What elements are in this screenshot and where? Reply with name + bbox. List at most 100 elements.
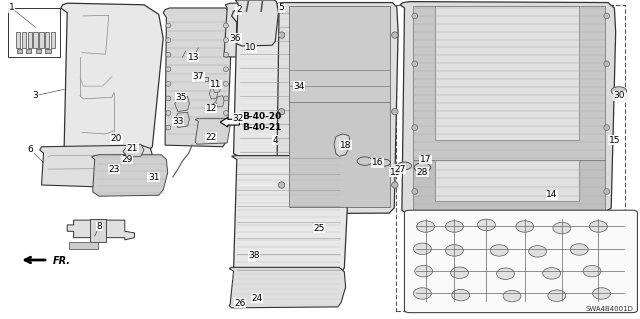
Bar xyxy=(45,49,51,53)
Polygon shape xyxy=(22,32,26,48)
Ellipse shape xyxy=(570,244,588,255)
Ellipse shape xyxy=(553,222,571,234)
Text: 14: 14 xyxy=(546,190,557,199)
Ellipse shape xyxy=(451,267,468,278)
Polygon shape xyxy=(28,32,32,48)
Text: 8: 8 xyxy=(97,222,102,231)
Text: 28: 28 xyxy=(417,168,428,177)
Ellipse shape xyxy=(166,125,171,130)
Ellipse shape xyxy=(611,87,627,95)
Polygon shape xyxy=(212,81,221,93)
Polygon shape xyxy=(216,96,224,107)
Ellipse shape xyxy=(223,125,228,130)
Ellipse shape xyxy=(166,111,171,115)
Ellipse shape xyxy=(392,108,398,115)
Text: B-40-20
B-40-21: B-40-20 B-40-21 xyxy=(242,112,282,132)
Ellipse shape xyxy=(166,81,171,86)
Polygon shape xyxy=(232,10,349,157)
Text: 22: 22 xyxy=(205,133,217,142)
Text: 36: 36 xyxy=(230,34,241,43)
Ellipse shape xyxy=(166,38,171,42)
Ellipse shape xyxy=(166,23,171,28)
Ellipse shape xyxy=(413,288,431,299)
Bar xyxy=(69,242,98,249)
Text: 37: 37 xyxy=(193,72,204,81)
Ellipse shape xyxy=(490,245,508,256)
Text: 1: 1 xyxy=(9,4,14,12)
Ellipse shape xyxy=(415,265,433,277)
Ellipse shape xyxy=(604,189,610,194)
Text: 3: 3 xyxy=(33,91,38,100)
Polygon shape xyxy=(175,96,189,112)
Ellipse shape xyxy=(392,182,398,188)
Ellipse shape xyxy=(223,38,228,42)
Text: 13: 13 xyxy=(188,53,199,62)
Text: 12: 12 xyxy=(205,104,217,113)
Polygon shape xyxy=(92,155,168,196)
Ellipse shape xyxy=(412,13,418,19)
Text: 32: 32 xyxy=(232,114,244,122)
Ellipse shape xyxy=(397,162,412,170)
Ellipse shape xyxy=(223,52,228,57)
Ellipse shape xyxy=(497,268,515,279)
Ellipse shape xyxy=(445,245,463,256)
Ellipse shape xyxy=(223,96,228,101)
Bar xyxy=(36,49,41,53)
Ellipse shape xyxy=(543,268,561,279)
Ellipse shape xyxy=(223,81,228,86)
Ellipse shape xyxy=(223,23,228,28)
Polygon shape xyxy=(16,32,20,48)
Polygon shape xyxy=(413,160,605,211)
Text: 31: 31 xyxy=(148,173,159,182)
Ellipse shape xyxy=(529,246,547,257)
Text: 27: 27 xyxy=(394,165,406,174)
Text: 10: 10 xyxy=(245,43,257,52)
Bar xyxy=(17,49,22,53)
Ellipse shape xyxy=(278,182,285,188)
Polygon shape xyxy=(123,144,144,157)
Polygon shape xyxy=(400,2,616,214)
Bar xyxy=(8,8,60,57)
Ellipse shape xyxy=(477,219,495,231)
Ellipse shape xyxy=(414,163,431,172)
Ellipse shape xyxy=(589,221,607,232)
Text: 5: 5 xyxy=(279,4,284,12)
FancyArrow shape xyxy=(220,117,239,127)
Polygon shape xyxy=(163,8,232,147)
Text: 33: 33 xyxy=(172,117,184,126)
Text: 20: 20 xyxy=(111,134,122,143)
Ellipse shape xyxy=(278,108,285,115)
Ellipse shape xyxy=(278,32,285,38)
Text: 17: 17 xyxy=(420,155,431,164)
Text: FR.: FR. xyxy=(52,256,70,266)
Polygon shape xyxy=(67,220,134,240)
Text: 6: 6 xyxy=(28,145,33,154)
Ellipse shape xyxy=(593,288,611,299)
Text: 30: 30 xyxy=(614,91,625,100)
Polygon shape xyxy=(40,145,154,188)
Text: 21: 21 xyxy=(127,144,138,153)
Polygon shape xyxy=(435,160,579,201)
Text: 18: 18 xyxy=(340,141,351,150)
Polygon shape xyxy=(334,134,351,156)
Text: 26: 26 xyxy=(234,299,246,308)
Text: 4: 4 xyxy=(273,136,278,145)
Text: 9: 9 xyxy=(249,252,254,261)
Polygon shape xyxy=(175,112,189,128)
Text: 15: 15 xyxy=(609,136,620,145)
Ellipse shape xyxy=(417,221,435,232)
Ellipse shape xyxy=(412,189,418,194)
FancyBboxPatch shape xyxy=(404,210,637,313)
Polygon shape xyxy=(435,6,579,140)
Ellipse shape xyxy=(604,61,610,67)
Ellipse shape xyxy=(223,111,228,115)
Text: 29: 29 xyxy=(121,155,132,164)
Ellipse shape xyxy=(412,61,418,67)
Ellipse shape xyxy=(166,52,171,57)
Polygon shape xyxy=(289,102,390,207)
Polygon shape xyxy=(61,3,163,156)
Bar xyxy=(195,77,208,81)
Polygon shape xyxy=(33,32,38,48)
Polygon shape xyxy=(413,6,605,160)
Bar xyxy=(26,49,31,53)
